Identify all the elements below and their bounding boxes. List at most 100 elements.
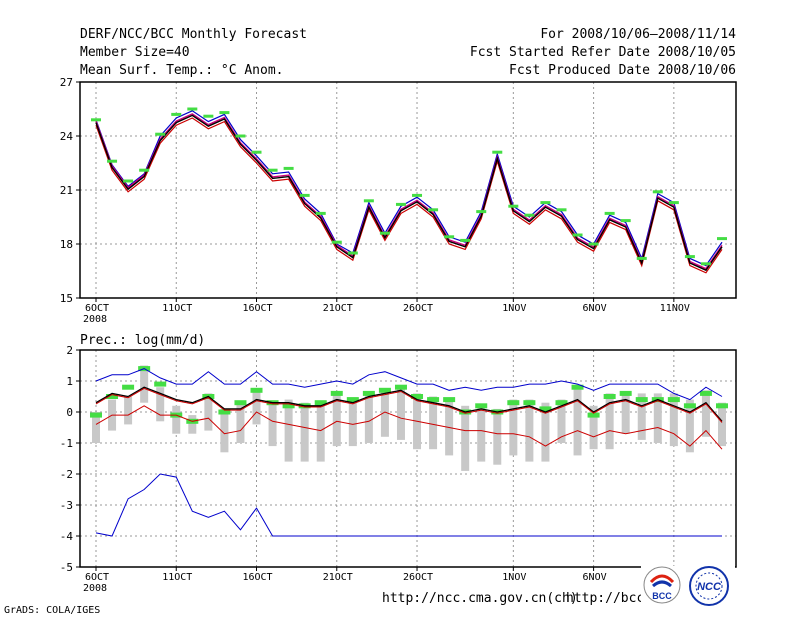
y-tick-label: -4	[60, 530, 74, 543]
spread-bar	[605, 393, 614, 450]
spread-bar	[477, 405, 486, 462]
x-tick-year: 2008	[83, 314, 107, 325]
spread-bar	[348, 399, 357, 447]
climatology-mark	[90, 412, 102, 418]
series-upper	[95, 110, 723, 267]
climatology-mark	[603, 394, 616, 399]
spread-bar	[685, 399, 694, 453]
spread-bar	[172, 405, 181, 434]
spread-bar	[637, 393, 646, 440]
temperature-plot-frame	[79, 81, 737, 299]
y-tick-label: 24	[60, 130, 74, 143]
climatology-mark	[394, 384, 407, 390]
spread-bar	[493, 408, 502, 465]
climatology-mark	[106, 394, 119, 399]
climatology-mark	[539, 406, 552, 412]
climatology-mark	[122, 384, 135, 390]
climatology-mark	[250, 387, 263, 393]
spread-bar	[332, 393, 341, 447]
x-tick-label: 21OCT	[323, 572, 353, 583]
x-tick-label: 11OCT	[162, 572, 192, 583]
series-mean-shadow	[95, 387, 723, 423]
series-lower	[95, 117, 723, 274]
ncc-logo: NCC	[689, 566, 729, 606]
spread-bar	[701, 390, 710, 437]
forecast-started-date: Fcst Started Refer Date 2008/10/05	[469, 45, 736, 60]
y-tick-label: -3	[60, 499, 73, 512]
y-tick-label: 27	[60, 76, 73, 89]
spread-bar	[509, 399, 518, 456]
climatology-mark	[218, 409, 231, 415]
forecast-period: For 2008/10/06–2008/11/14	[540, 27, 736, 42]
bcc-url[interactable]: http://bcc.c	[566, 591, 660, 606]
climatology-mark	[555, 400, 568, 406]
climatology-mark	[571, 384, 584, 390]
spread-bar	[364, 393, 373, 443]
climatology-mark	[523, 400, 536, 406]
ncc-url[interactable]: http://ncc.cma.gov.cn(ch)	[382, 591, 578, 606]
logo-area: BCC NCC	[641, 566, 735, 608]
bcc-logo: BCC	[643, 566, 681, 604]
climatology-mark	[154, 381, 167, 387]
y-tick-label: 15	[60, 292, 73, 305]
climatology-mark	[683, 403, 696, 409]
spread-bar	[380, 390, 389, 437]
climatology-mark	[635, 397, 648, 403]
spread-bar	[396, 387, 405, 440]
bcc-logo-text: BCC	[652, 591, 672, 601]
x-tick-label: 16OCT	[242, 303, 272, 314]
x-tick-label: 6OCT	[85, 303, 109, 314]
climatology-mark	[234, 400, 247, 406]
climatology-mark	[314, 400, 327, 406]
x-tick-label: 6OCT	[85, 572, 109, 583]
series-lowest	[95, 473, 722, 537]
spread-bar	[124, 396, 133, 425]
grads-credit: GrADS: COLA/IGES	[4, 605, 101, 616]
spread-bar	[140, 365, 149, 403]
spread-bar	[589, 405, 598, 450]
spread-bar	[284, 399, 293, 462]
spread-bar	[252, 390, 261, 425]
series-min	[95, 405, 723, 450]
series-spread	[95, 113, 723, 270]
spread-bar	[653, 393, 662, 443]
climatology-mark	[427, 397, 440, 403]
y-tick-label: 21	[60, 184, 73, 197]
climatology-mark	[587, 412, 600, 418]
spread-bar	[718, 402, 726, 447]
y-tick-label: 1	[66, 375, 73, 388]
y-tick-label: -1	[60, 437, 73, 450]
spread-bar	[429, 396, 438, 450]
climatology-mark	[346, 397, 359, 403]
member-size: Member Size=40	[80, 45, 190, 60]
chart-title: DERF/NCC/BCC Monthly Forecast	[80, 27, 307, 42]
x-tick-label: 1NOV	[502, 303, 526, 314]
climatology-mark	[282, 403, 295, 409]
x-tick-year: 2008	[83, 583, 107, 594]
x-tick-label: 26OCT	[403, 572, 433, 583]
spread-bar	[268, 402, 277, 447]
spread-bar	[573, 387, 582, 456]
x-tick-label: 6NOV	[583, 572, 607, 583]
spread-bar	[188, 415, 197, 434]
climatology-mark	[362, 390, 375, 396]
precipitation-plot-frame	[79, 349, 737, 568]
precip-title: Prec.: log(mm/d)	[80, 333, 206, 348]
y-tick-label: -2	[60, 468, 73, 481]
series-ensemble-mean	[95, 114, 723, 272]
x-tick-label: 1NOV	[502, 572, 526, 583]
spread-bar	[621, 393, 630, 434]
series-max	[95, 368, 723, 401]
climatology-mark	[378, 387, 391, 393]
x-tick-label: 16OCT	[242, 572, 272, 583]
ncc-logo-text: NCC	[697, 581, 722, 593]
climatology-mark	[443, 397, 456, 403]
y-tick-label: 18	[60, 238, 73, 251]
climatology-mark	[619, 390, 632, 396]
x-tick-label: 6NOV	[583, 303, 607, 314]
series-mean	[95, 386, 723, 422]
climatology-mark	[475, 403, 488, 409]
variable-label: Mean Surf. Temp.: °C Anom.	[80, 63, 284, 78]
